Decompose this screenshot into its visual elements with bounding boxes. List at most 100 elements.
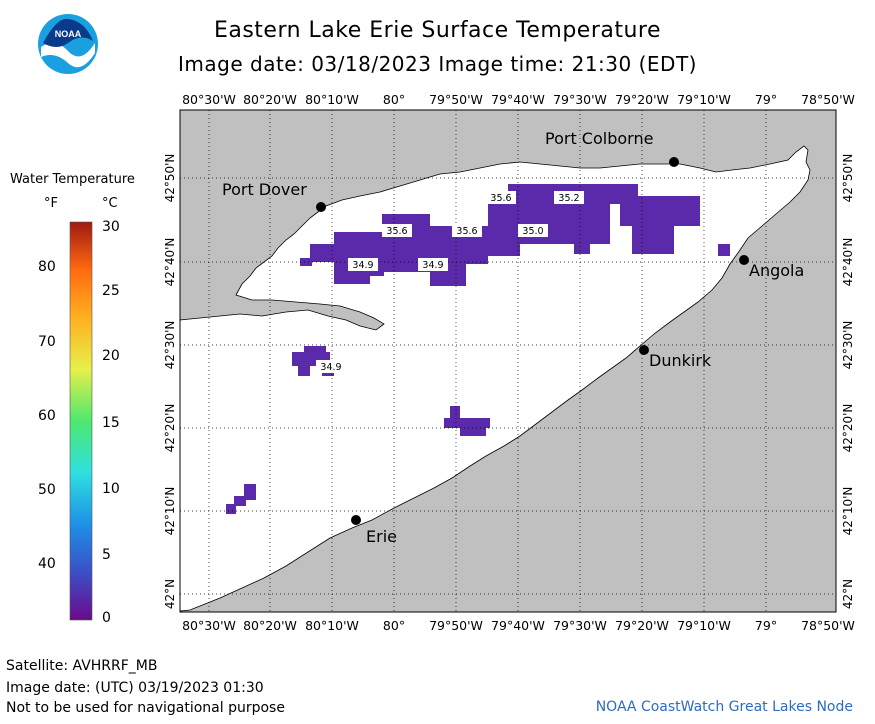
temp-pixel — [298, 364, 310, 376]
lon-label-bottom: 80° — [383, 618, 405, 633]
lat-label-left: 42°50'N — [163, 154, 177, 203]
footer-utc-date: Image date: (UTC) 03/19/2023 01:30 — [6, 680, 264, 696]
lon-label-top: 80°30'W — [182, 92, 236, 107]
legend-c-tick: 0 — [102, 610, 111, 626]
logo-text: NOAA — [55, 29, 82, 39]
temp-pixel — [460, 426, 486, 436]
legend-f-tick: 80 — [38, 259, 56, 275]
temp-pixel — [444, 418, 490, 428]
lon-label-top: 80°10'W — [305, 92, 359, 107]
legend-unit-celsius: °C — [102, 196, 118, 211]
lon-label-bottom: 79°30'W — [553, 618, 607, 633]
footer-credit: NOAA CoastWatch Great Lakes Node — [595, 699, 853, 715]
footer-satellite: Satellite: AVHRRF_MB — [6, 658, 158, 674]
temp-label: 35.6 — [456, 226, 477, 237]
legend-c-tick: 30 — [102, 219, 120, 235]
map-frame — [179, 109, 837, 613]
city-label-dunkirk: Dunkirk — [649, 351, 712, 370]
lat-label-left: 42°30'N — [163, 321, 177, 370]
lon-label-top: 79°30'W — [553, 92, 607, 107]
temp-pixel — [450, 406, 460, 426]
lon-label-top: 79°20'W — [615, 92, 669, 107]
city-label-port-colborne: Port Colborne — [545, 129, 653, 148]
lon-label-bottom: 79°10'W — [677, 618, 731, 633]
temp-pixel — [488, 204, 520, 256]
legend-title: Water Temperature — [10, 172, 135, 187]
footer-disclaimer: Not to be used for navigational purpose — [6, 700, 285, 716]
city-markers — [316, 157, 749, 525]
lat-label-right: 42°20'N — [841, 404, 855, 453]
temp-label: 35.2 — [558, 193, 579, 204]
lat-label-left: 42°20'N — [163, 404, 177, 453]
lon-label-top: 80° — [383, 92, 405, 107]
city-dot-port-colborne — [669, 157, 679, 167]
city-label-port-dover: Port Dover — [222, 180, 307, 199]
legend-f-tick: 40 — [38, 556, 56, 572]
temp-label: 35.6 — [490, 193, 511, 204]
legend-c-tick: 25 — [102, 283, 120, 299]
temp-pixel — [632, 214, 674, 254]
temp-pixel — [226, 504, 236, 514]
lon-label-bottom: 78°50'W — [801, 618, 855, 633]
lat-label-right: 42°50'N — [841, 154, 855, 203]
longitude-labels: 80°30'W 80°20'W 80°10'W 80° 79°50'W 79°4… — [182, 92, 855, 633]
temp-pixel — [574, 234, 590, 254]
graticule — [180, 110, 836, 612]
lon-label-bottom: 80°20'W — [243, 618, 297, 633]
temp-pixel — [300, 258, 312, 266]
lat-label-left: 42°N — [163, 579, 177, 609]
lon-label-bottom: 79° — [755, 618, 777, 633]
legend-f-tick: 50 — [38, 482, 56, 498]
lon-label-top: 79°50'W — [429, 92, 483, 107]
temp-pixel — [718, 244, 730, 256]
temp-label: 35.0 — [522, 226, 543, 237]
lat-label-right: 42°N — [841, 579, 855, 609]
legend-f-tick: 70 — [38, 334, 56, 350]
temp-label: 34.9 — [320, 362, 341, 373]
lon-label-top: 79° — [755, 92, 777, 107]
temp-label: 34.9 — [352, 260, 373, 271]
lon-label-bottom: 79°20'W — [615, 618, 669, 633]
temp-pixel — [388, 262, 428, 272]
lat-label-right: 42°30'N — [841, 321, 855, 370]
latitude-labels: 42°50'N 42°40'N 42°30'N 42°20'N 42°10'N … — [163, 154, 855, 610]
lon-label-top: 78°50'W — [801, 92, 855, 107]
lat-label-right: 42°40'N — [841, 238, 855, 287]
temp-pixel — [244, 484, 256, 500]
temp-pixel — [304, 346, 326, 354]
city-dot-port-dover — [316, 202, 326, 212]
legend-c-tick: 20 — [102, 348, 120, 364]
lon-label-bottom: 80°30'W — [182, 618, 236, 633]
lon-label-top: 80°20'W — [243, 92, 297, 107]
legend-c-tick: 5 — [102, 547, 111, 563]
city-dot-angola — [739, 255, 749, 265]
lon-label-bottom: 79°40'W — [491, 618, 545, 633]
temp-label: 35.6 — [386, 226, 407, 237]
legend-unit-fahrenheit: °F — [44, 196, 58, 211]
lat-label-right: 42°10'N — [841, 487, 855, 536]
city-label-angola: Angola — [749, 261, 804, 280]
noaa-logo: NOAA — [38, 14, 98, 74]
legend-f-tick: 60 — [38, 408, 56, 424]
map-subtitle: Image date: 03/18/2023 Image time: 21:30… — [178, 52, 697, 76]
legend-c-tick: 10 — [102, 481, 120, 497]
lat-label-left: 42°40'N — [163, 238, 177, 287]
temp-pixel — [234, 496, 246, 506]
lon-label-bottom: 79°50'W — [429, 618, 483, 633]
legend-c-tick: 15 — [102, 415, 120, 431]
legend-colorbar — [69, 221, 93, 621]
lat-label-left: 42°10'N — [163, 487, 177, 536]
city-dot-dunkirk — [639, 345, 649, 355]
temp-pixel — [466, 250, 488, 264]
map-title: Eastern Lake Erie Surface Temperature — [213, 18, 662, 43]
temp-label: 34.9 — [422, 260, 443, 271]
city-label-erie: Erie — [366, 527, 397, 546]
lon-label-top: 79°10'W — [677, 92, 731, 107]
lon-label-bottom: 80°10'W — [305, 618, 359, 633]
temp-labels: 35.6 35.2 35.6 35.6 35.0 34.9 34.9 34.9 — [316, 191, 584, 373]
temp-pixel — [334, 270, 370, 284]
temp-pixel — [310, 244, 334, 262]
lon-label-top: 79°40'W — [491, 92, 545, 107]
city-dot-erie — [351, 515, 361, 525]
